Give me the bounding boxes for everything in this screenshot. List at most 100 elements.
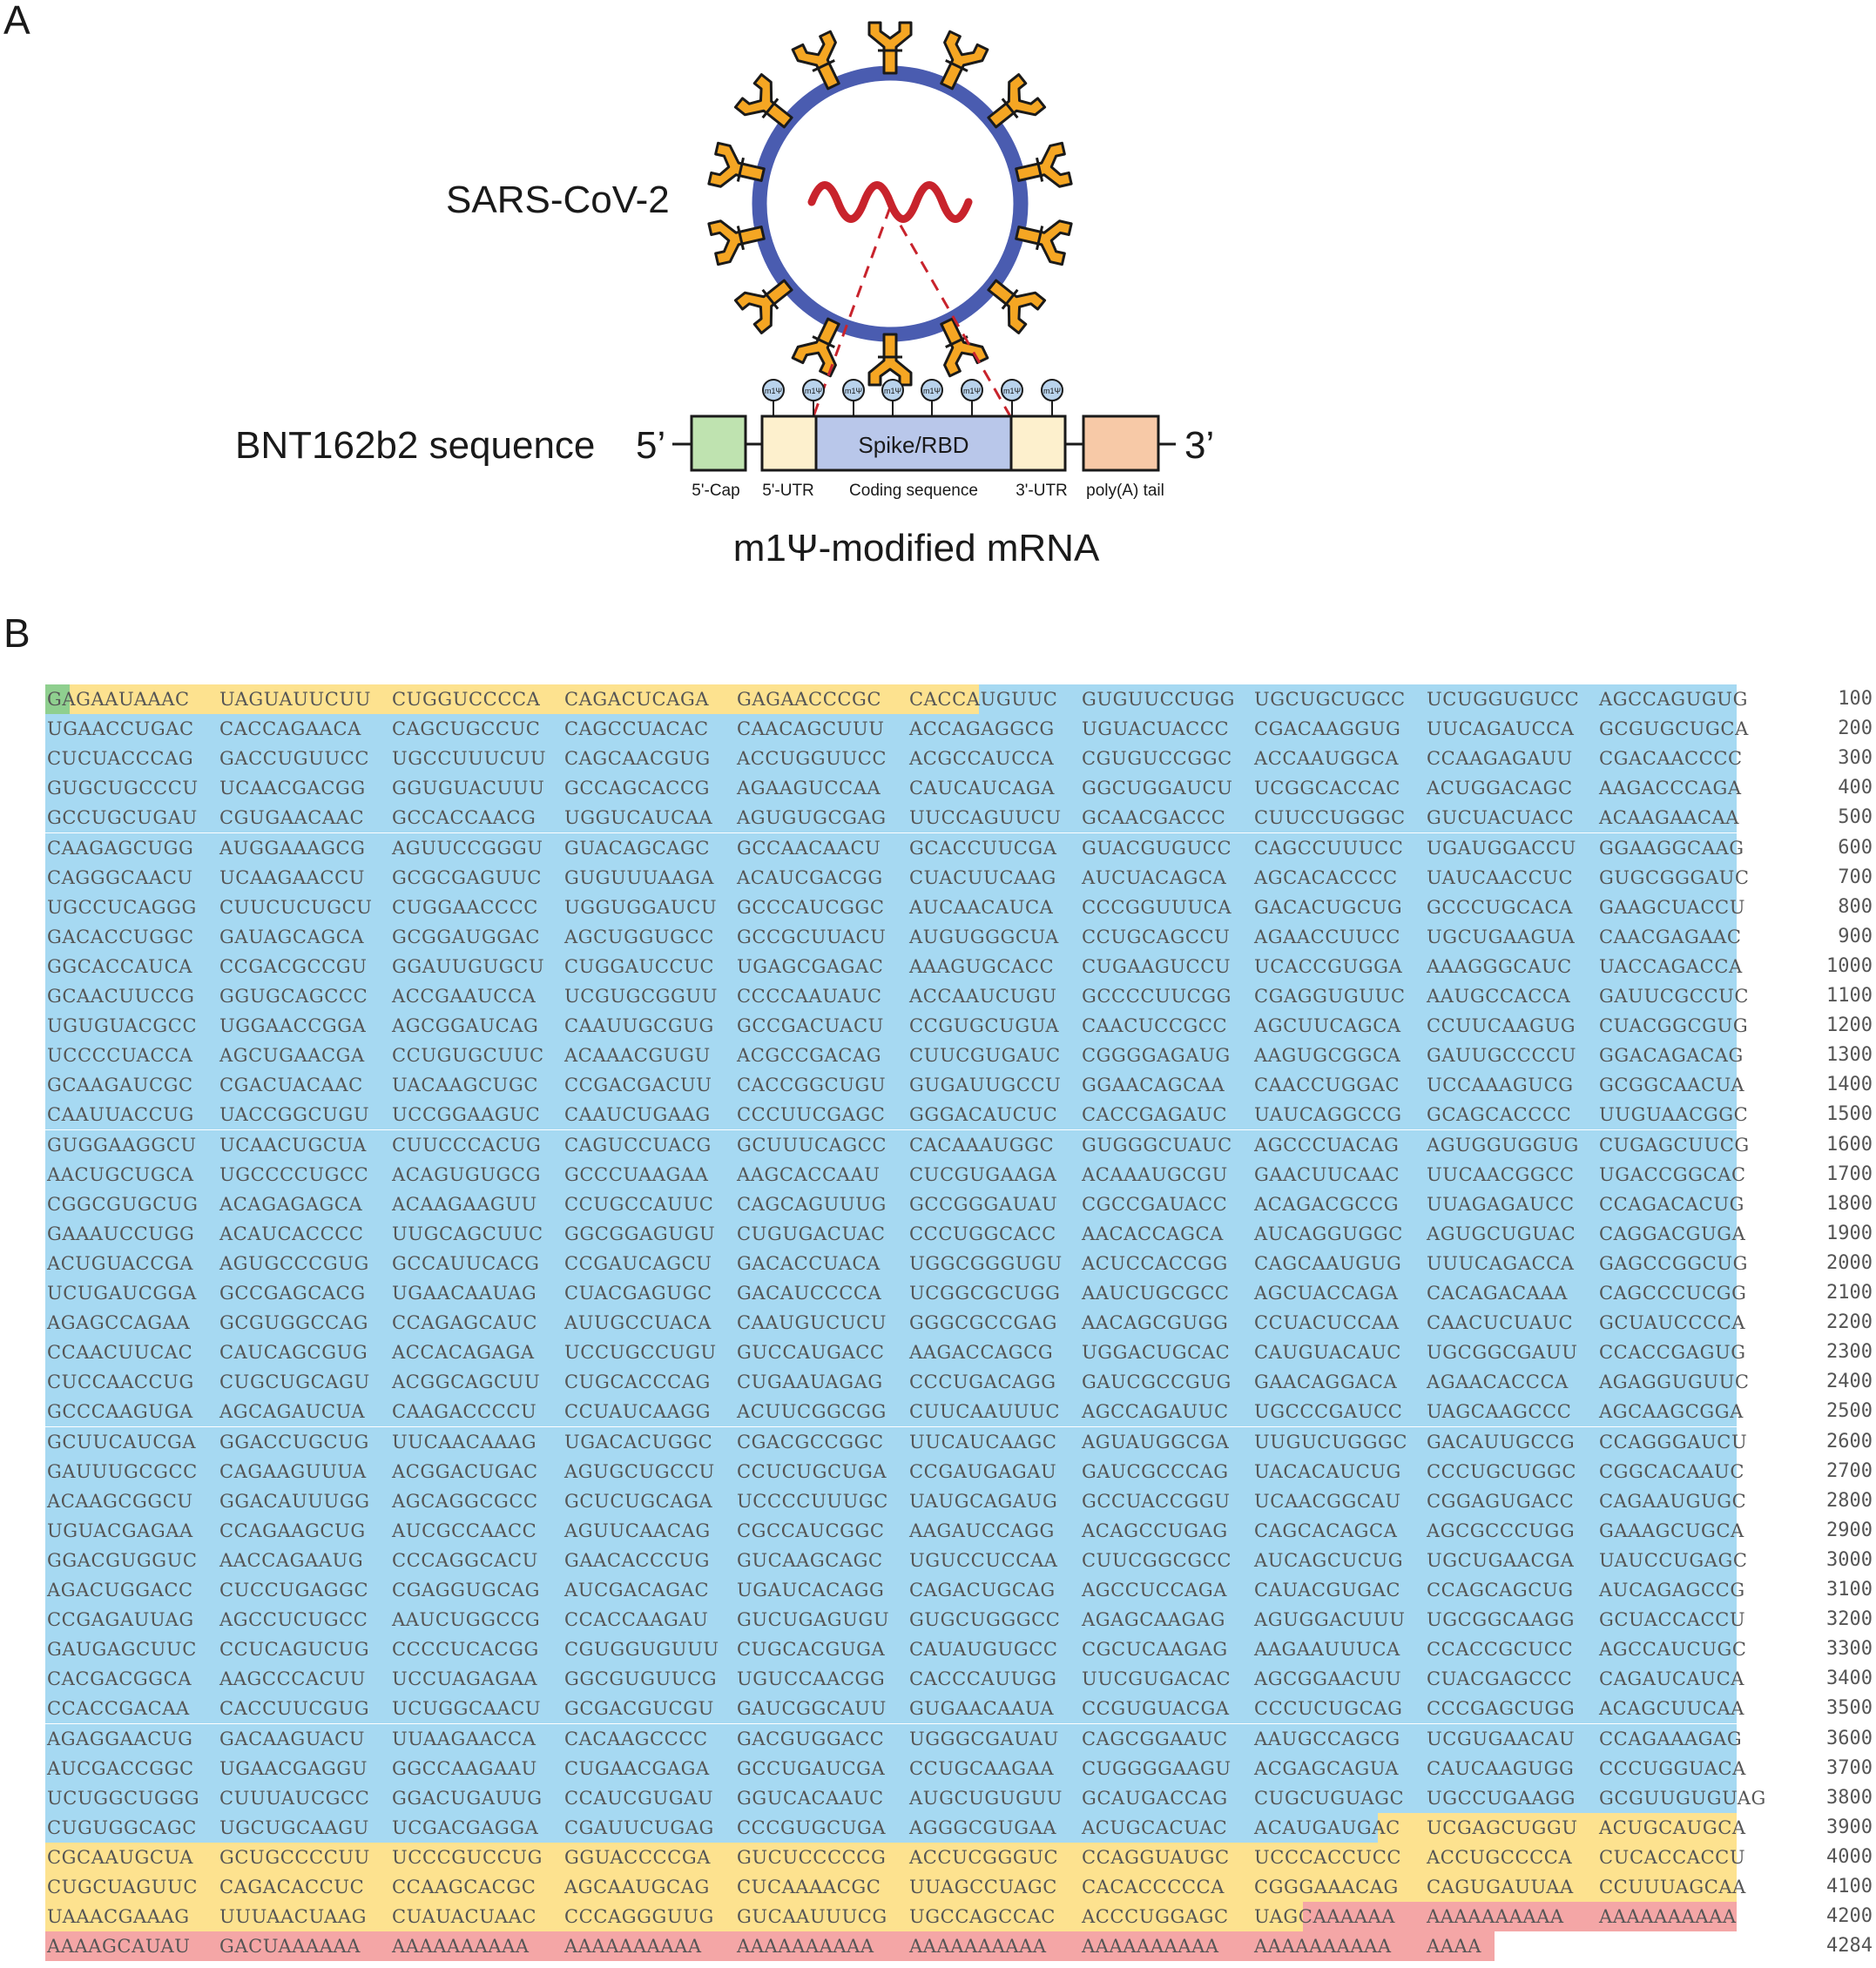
sequence-group: CCUGCCAUUC <box>564 1193 714 1215</box>
sequence-group: AGCUACCAGA <box>1254 1283 1399 1304</box>
sequence-group: CUUUAUCGCC <box>219 1787 370 1809</box>
sequence-position: 2500 <box>1826 1400 1873 1423</box>
sequence-highlight <box>45 1456 1737 1486</box>
sequence-group: GGCGGAGUGU <box>564 1223 716 1244</box>
sequence-row: GCCCAAGUGA AGCAGAUCUA CAAGACCCCU CCUAUCAAGG… <box>45 1397 1873 1427</box>
sequence-group: GGUACCCCGA <box>564 1846 711 1868</box>
sequence-group: CGACGCCGGC <box>737 1431 884 1452</box>
m1psi-label: m1Ψ <box>884 387 901 395</box>
sequence-highlight <box>45 1783 1737 1813</box>
sequence-group: CCUCUGCUGA <box>737 1460 887 1482</box>
region-label-polya: poly(A) tail <box>1086 482 1164 500</box>
sequence-group: CAGACUGCAG <box>909 1580 1056 1601</box>
sequence-row: UGAACCUGAC CACCAGAACA CAGCUGCCUC CAGCCUACAC… <box>45 714 1873 745</box>
sequence-group: CUCUACCCAG <box>47 748 194 770</box>
sequence-group: AAGACCAGCG <box>909 1342 1054 1364</box>
sequence-row: GAUUUGCGCC CAGAAGUUUA ACGGACUGAC AGUGCUGCCU… <box>45 1456 1873 1486</box>
sequence-group: UCCAAAGUCG <box>1427 1075 1574 1096</box>
sequence-group: CUAUACUAAC <box>392 1906 537 1928</box>
region-label-utr5: 5'-UTR <box>762 482 814 500</box>
sequence-row: AGAGGAACUG GACAAGUACU UUAAGAACCA CACAAGCCCC… <box>45 1723 1873 1754</box>
three-prime-label: 3’ <box>1184 424 1214 467</box>
sequence-group: GCUGCCCCUU <box>219 1846 370 1868</box>
sequence-group: ACAAACGUGU <box>564 1045 711 1067</box>
sequence-row: AGAGCCAGAA GCGUGGCCAG CCAGAGCAUC AUUGCCUACA… <box>45 1308 1873 1338</box>
sequence-group: AGCUGAACGA <box>219 1045 365 1067</box>
sequence-group: UGCCUUUCUU <box>392 748 547 770</box>
sequence-group: UAGCAAAAAA <box>1254 1906 1396 1928</box>
sequence-group: CCUGUGCUUC <box>392 1045 544 1067</box>
sequence-group: UGAACGAGGU <box>219 1757 368 1779</box>
sequence-group: UAGCAAGCCC <box>1427 1401 1572 1423</box>
sequence-group: CAGCAGUUUG <box>737 1193 887 1215</box>
sequence-group: GCCCUGCACA <box>1427 896 1573 918</box>
sequence-position: 1000 <box>1826 954 1873 977</box>
sequence-group: CAGAAGUUUA <box>219 1460 367 1482</box>
sequence-row: GUGGAAGGCU UCAACUGCUA CUUCCCACUG CAGUCCUACG… <box>45 1129 1873 1160</box>
sequence-position: 500 <box>1838 806 1873 829</box>
sequence-group: GAUUGCCCCU <box>1427 1045 1577 1067</box>
sequence-highlight <box>1303 1902 1737 1932</box>
sequence-group: AGCCUCCAGA <box>1082 1580 1228 1601</box>
sequence-highlight <box>45 744 1737 774</box>
sequence-row: GCAAGAUCGC CGACUACAAC UACAAGCUGC CCGACGACUU… <box>45 1070 1873 1101</box>
sequence-group: AAAAGCAUAU <box>47 1936 191 1958</box>
sequence-group: CAGCGGAAUC <box>1082 1728 1228 1749</box>
sequence-group: AAUCUGCGCC <box>1082 1283 1230 1304</box>
spike-protein-icon <box>940 317 989 378</box>
sequence-group: AGAGCCAGAA <box>47 1312 191 1334</box>
sequence-position: 2600 <box>1826 1430 1873 1452</box>
sequence-position: 3200 <box>1826 1608 1873 1631</box>
sequence-group: CGUGGUGUUU <box>564 1639 719 1661</box>
m1psi-label: m1Ψ <box>765 387 782 395</box>
sequence-group: GCCGCUUACU <box>737 926 887 947</box>
sequence-group: UGACACUGGC <box>564 1431 713 1452</box>
sequence-group: AUCAGAGCCG <box>1599 1580 1745 1601</box>
spike-protein-icon <box>987 73 1047 129</box>
sequence-group: AUCUACAGCA <box>1082 866 1227 888</box>
sequence-group: UCGGCACCAC <box>1254 778 1400 799</box>
sequence-highlight <box>45 1159 1737 1190</box>
sequence-group: CCACCAAGAU <box>564 1609 709 1631</box>
sequence-group: GUGUUUAAGA <box>564 866 714 888</box>
sequence-group: GAACAGGACA <box>1254 1372 1398 1393</box>
m1psi-pin-icon: m1Ψ <box>762 379 785 416</box>
sequence-group: CGGCGUGCUG <box>47 1193 199 1215</box>
sequence-panel: GAGAAUAAAC UAGUAUUCUU CUGGUCCCCA CAGACUCAGA… <box>45 684 1873 1968</box>
spike-protein-icon <box>1015 141 1073 188</box>
sequence-group: CCCCUCACGG <box>392 1639 539 1661</box>
sequence-row: GUGCUGCCCU UCAACGACGG GGUGUACUUU GCCAGCACCG… <box>45 773 1873 804</box>
sequence-row: CACGACGGCA AAGCCCACUU UCCUAGAGAA GGCGUGUUCG… <box>45 1664 1873 1695</box>
sequence-highlight <box>45 1694 1737 1724</box>
sequence-group: GUGAACAAUA <box>909 1698 1055 1720</box>
sequence-group: AUCGACAGAC <box>564 1580 710 1601</box>
sequence-group: GAUCGCCCAG <box>1082 1460 1229 1482</box>
sequence-group: ACAAGAAGUU <box>392 1193 537 1215</box>
sequence-position: 400 <box>1838 777 1873 799</box>
sequence-position: 1600 <box>1826 1133 1873 1156</box>
sequence-highlight <box>45 1842 1737 1872</box>
sequence-group: CCCGUGCUGA <box>737 1816 887 1838</box>
sequence-group: CAGCCCUCGG <box>1599 1283 1747 1304</box>
sequence-row: AUCGACCGGC UGAACGAGGU GGCCAAGAAU CUGAACGAGA… <box>45 1753 1873 1783</box>
sequence-group: GUGAUUGCCU <box>909 1075 1062 1096</box>
sequence-group: CAGACUCAGA <box>564 689 710 710</box>
sequence-highlight <box>45 1308 1737 1338</box>
sequence-group: UCUGGUGUCC <box>1427 689 1580 710</box>
sequence-group: AGCGGAACUU <box>1254 1668 1402 1690</box>
sequence-group: GACGUGGACC <box>737 1728 885 1749</box>
sequence-group: AUCAGCUCUG <box>1254 1549 1404 1571</box>
sequence-group: AAGACCCAGA <box>1599 778 1742 799</box>
sequence-group: AGCGGAUCAG <box>392 1015 539 1037</box>
sequence-group: GACAAGUACU <box>219 1728 366 1749</box>
sequence-group: CCGUGCUGUA <box>909 1015 1060 1037</box>
sequence-group: AGUUCCGGGU <box>392 837 543 859</box>
sequence-group: CCUCAGUCUG <box>219 1639 370 1661</box>
sequence-group: GCAACUUCCG <box>47 986 195 1007</box>
m1psi-pin-icon: m1Ψ <box>1001 379 1023 416</box>
sequence-group: UGGGCGAUAU <box>909 1728 1059 1749</box>
sequence-group: AACAGCGUGG <box>1082 1312 1229 1334</box>
sequence-group: CAGCCUUUCC <box>1254 837 1404 859</box>
sequence-group: CCCUUCGAGC <box>737 1104 886 1126</box>
spike-protein-icon <box>940 30 989 91</box>
